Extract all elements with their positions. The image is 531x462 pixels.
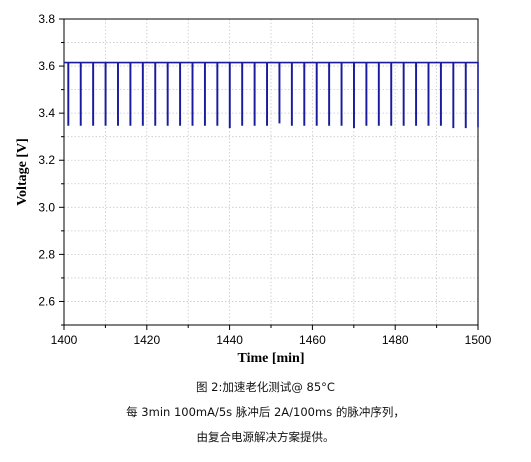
x-tick-label: 1420: [133, 333, 160, 347]
y-tick-label: 2.8: [38, 247, 55, 261]
x-tick-labels: 1400 1420 1440 1460 1480 1500: [51, 333, 492, 347]
figure-caption-title: 图 2:加速老化测试@ 85°C: [196, 380, 335, 394]
y-tick-label: 3.0: [38, 200, 55, 214]
x-tick-label: 1500: [465, 333, 492, 347]
x-tick-label: 1400: [51, 333, 78, 347]
x-tick-label: 1480: [382, 333, 409, 347]
x-axis-label: Time [min]: [237, 351, 304, 366]
y-tick-label: 3.6: [38, 59, 55, 73]
y-tick-label: 2.6: [38, 294, 55, 308]
grid-lines: [64, 19, 478, 325]
series-group: [64, 61, 479, 129]
x-tick-label: 1440: [216, 333, 243, 347]
figure-caption-line3: 由复合电源解决方案提供。: [196, 430, 335, 444]
voltage-chart: 1400 1420 1440 1460 1480 1500 2.6 2.8 3.0 3.2 3.4…: [15, 12, 492, 366]
x-tick-label: 1460: [299, 333, 326, 347]
axis-ticks: [59, 18, 479, 330]
y-tick-label: 3.4: [38, 106, 55, 120]
y-tick-label: 3.8: [38, 12, 55, 26]
figure-caption-line2: 每 3min 100mA/5s 脉冲后 2A/100ms 的脉冲序列，: [126, 405, 405, 419]
y-tick-labels: 2.6 2.8 3.0 3.2 3.4 3.6 3.8: [38, 12, 55, 308]
y-tick-label: 3.2: [38, 153, 55, 167]
y-axis-label: Voltage [V]: [15, 138, 30, 206]
voltage-line: [64, 61, 479, 129]
